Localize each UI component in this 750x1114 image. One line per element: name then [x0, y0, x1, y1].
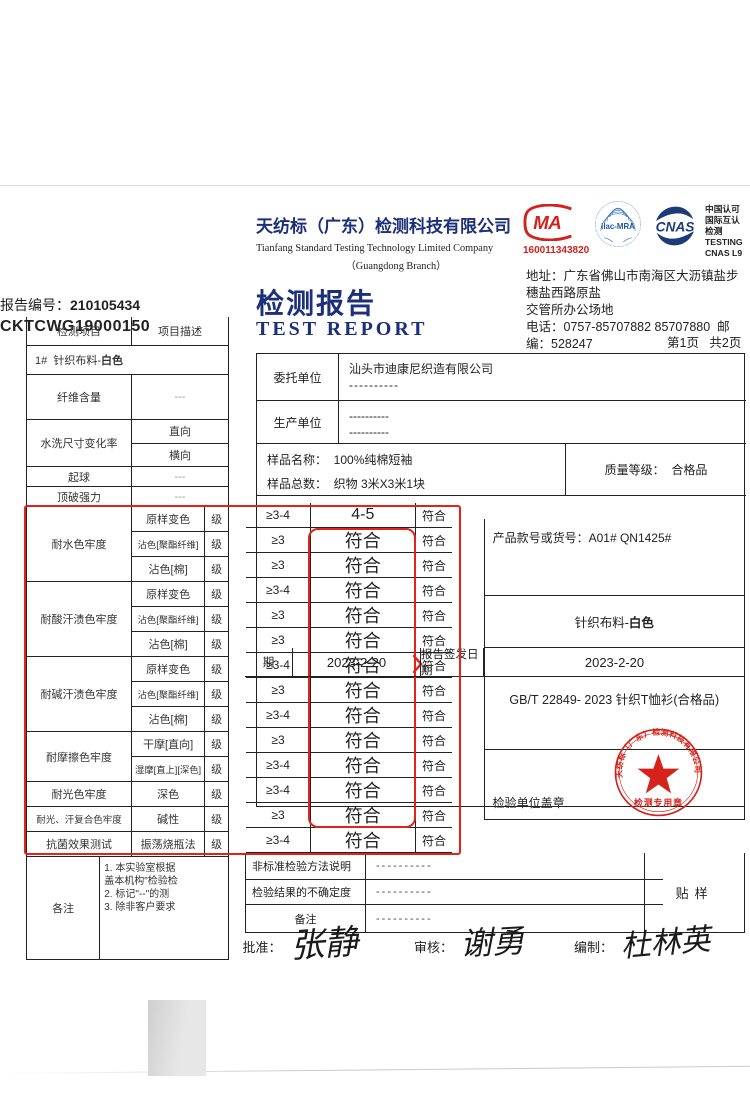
svg-text:MA: MA — [533, 212, 561, 233]
svg-text:ilac-MRA: ilac-MRA — [601, 222, 635, 231]
svg-text:谢勇: 谢勇 — [460, 923, 526, 962]
svg-text:CNAS: CNAS — [656, 219, 695, 234]
svg-text:检测专用章: 检测专用章 — [634, 796, 683, 807]
svg-text:杜林英: 杜林英 — [620, 923, 716, 964]
svg-text:张静: 张静 — [290, 923, 363, 966]
